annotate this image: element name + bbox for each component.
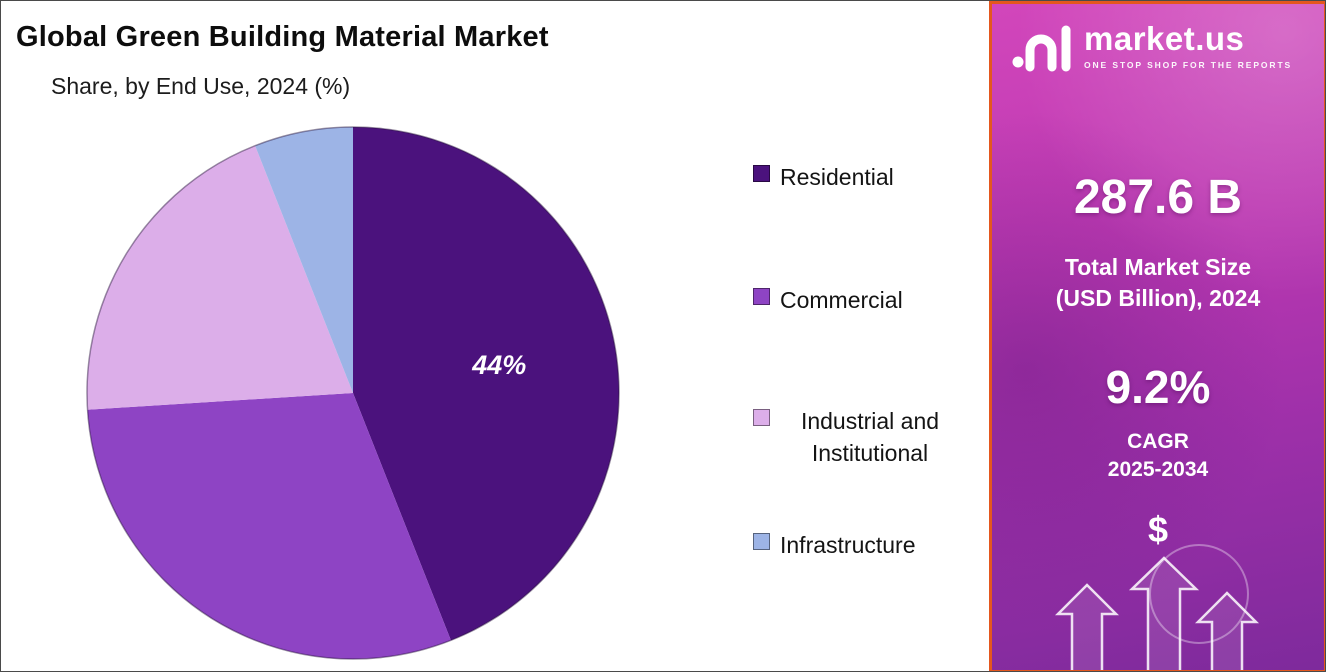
legend-swatch-residential xyxy=(753,165,770,182)
pie-slice-1 xyxy=(87,393,451,660)
growth-arrow-icon xyxy=(1054,583,1120,670)
marketus-logo-icon xyxy=(1012,25,1071,72)
stats-sidebar: market.us ONE STOP SHOP FOR THE REPORTS … xyxy=(989,1,1325,671)
legend-label: Commercial xyxy=(780,287,903,313)
pie-chart: 44% xyxy=(79,119,627,667)
cup-circle-decoration xyxy=(1149,544,1249,644)
legend-item-infrastructure: Infrastructure xyxy=(753,529,916,561)
cagr-label-line1: CAGR xyxy=(1127,430,1189,453)
dollar-icon: $ xyxy=(1147,509,1169,550)
legend-swatch-industrial-institutional xyxy=(753,409,770,426)
cagr-label: CAGR 2025-2034 xyxy=(992,428,1324,485)
pie-slice-3 xyxy=(255,127,353,393)
legend-label: Infrastructure xyxy=(780,532,916,558)
chart-legend: Residential Commercial Industrial and In… xyxy=(753,153,1003,623)
chart-subtitle: Share, by End Use, 2024 (%) xyxy=(51,73,351,99)
legend-item-residential: Residential xyxy=(753,161,894,193)
market-size-label-line2: (USD Billion), 2024 xyxy=(1055,285,1261,312)
cagr-value: 9.2% xyxy=(1105,361,1211,413)
cagr-label-line2: 2025-2034 xyxy=(1107,458,1209,482)
legend-item-industrial-institutional: Industrial and Institutional xyxy=(753,405,960,469)
chart-title: Global Green Building Material Market xyxy=(16,21,549,53)
growth-arrows-icon xyxy=(1054,556,1260,670)
legend-swatch-commercial xyxy=(753,288,770,305)
brand-name: market.us xyxy=(1084,20,1245,58)
pie-chart-svg: 44% xyxy=(86,126,620,660)
brand-tagline: ONE STOP SHOP FOR THE REPORTS xyxy=(1084,59,1293,70)
growth-arrow-icon xyxy=(1128,556,1200,670)
legend-label: Residential xyxy=(780,164,894,190)
pie-slice-0 xyxy=(353,127,619,641)
market-size-value: 287.6 B xyxy=(1073,171,1243,224)
market-size-label-line1: Total Market Size xyxy=(1064,254,1252,280)
pie-slice-2 xyxy=(86,145,354,410)
legend-swatch-infrastructure xyxy=(753,533,770,550)
legend-label: Industrial and Institutional xyxy=(800,408,940,467)
market-size-label: Total Market Size (USD Billion), 2024 xyxy=(992,252,1324,314)
pie-outline xyxy=(86,126,620,660)
brand-block: market.us ONE STOP SHOP FOR THE REPORTS xyxy=(1010,20,1292,72)
pie-data-label: 44% xyxy=(471,350,526,380)
brand-text: market.us ONE STOP SHOP FOR THE REPORTS xyxy=(1084,22,1292,70)
growth-arrow-icon xyxy=(1194,591,1260,670)
legend-item-commercial: Commercial xyxy=(753,284,903,316)
